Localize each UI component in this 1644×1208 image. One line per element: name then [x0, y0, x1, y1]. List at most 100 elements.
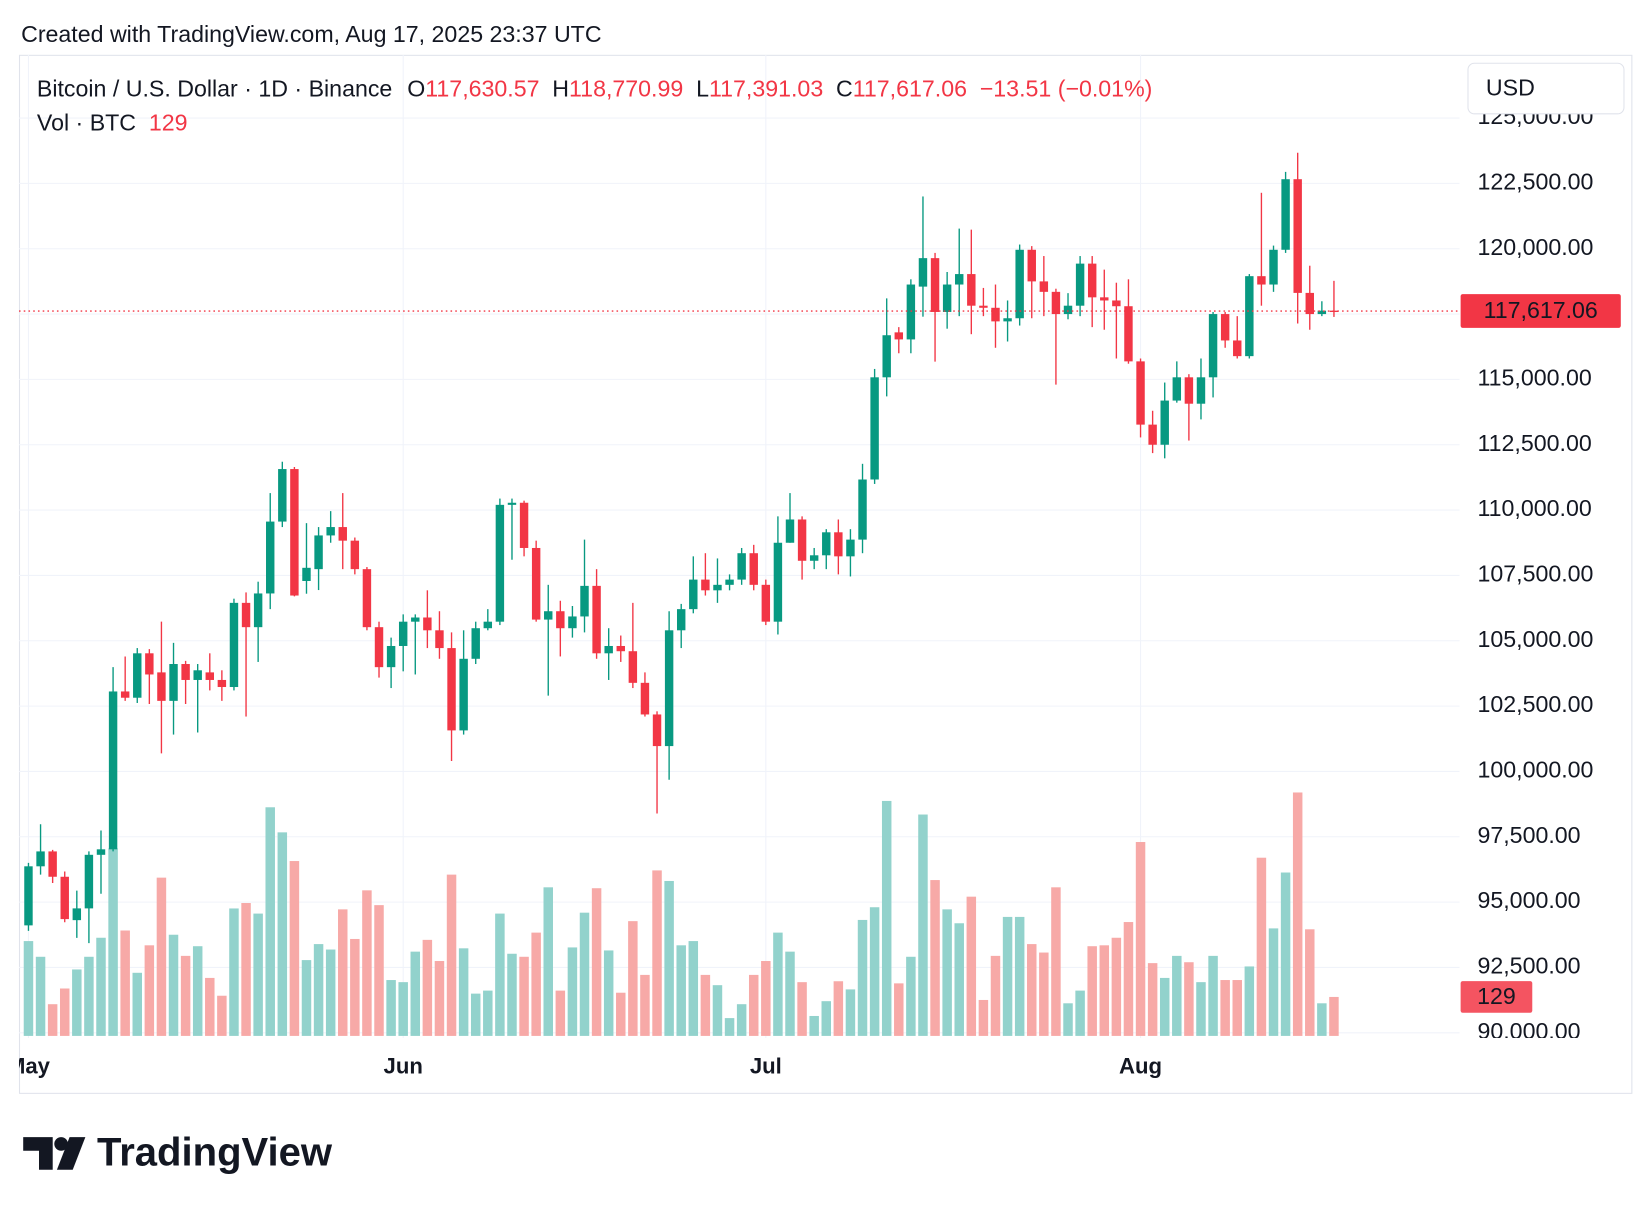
volume-bar: [990, 955, 1001, 1036]
volume-bar: [1256, 857, 1267, 1036]
currency-label[interactable]: USD: [1486, 75, 1535, 101]
candle-body: [205, 672, 215, 680]
candle-body: [1184, 377, 1194, 404]
candle-body: [749, 553, 758, 585]
volume-bar: [894, 983, 904, 1036]
currency-button[interactable]: [1467, 62, 1625, 115]
volume-bar: [362, 890, 372, 1036]
candle-body: [1317, 310, 1327, 315]
candle-body: [785, 519, 795, 543]
y-tick-label: 115,000.00: [1477, 365, 1591, 391]
volume-bar: [833, 981, 844, 1036]
candle-body: [592, 585, 601, 654]
candle-body: [350, 540, 360, 570]
volume-bar: [1244, 966, 1255, 1036]
volume-bar: [954, 923, 964, 1036]
candle-body: [1293, 179, 1302, 293]
candle-body: [822, 532, 831, 556]
y-tick-label: 102,500.00: [1477, 691, 1593, 717]
y-tick-label: 90,000.00: [1477, 1018, 1580, 1044]
volume-bar: [1147, 963, 1158, 1036]
price-tag-label: 117,617.06: [1484, 297, 1598, 323]
candle-body: [326, 527, 335, 536]
volume-bar: [386, 980, 396, 1036]
volume-bar: [325, 949, 336, 1036]
candle-body: [1087, 263, 1097, 298]
volume-bar: [144, 945, 155, 1036]
candle-body: [36, 851, 45, 867]
candle-body: [1172, 377, 1182, 401]
y-tick-label: 97,500.00: [1477, 822, 1580, 848]
volume-bar: [1014, 916, 1025, 1036]
candle-body: [640, 682, 650, 715]
volume-bar: [1184, 962, 1194, 1036]
volume-bar: [1111, 937, 1122, 1036]
volume-bar: [1135, 842, 1146, 1036]
volume-bar: [1232, 980, 1242, 1036]
grid: [18, 54, 1460, 1039]
candle-body: [1257, 276, 1266, 285]
volume-bar: [458, 948, 469, 1036]
volume-bar: [555, 990, 566, 1036]
ohlc-key: O: [407, 76, 425, 102]
candle-body: [882, 335, 891, 378]
volume-bar: [313, 944, 324, 1036]
candle-body: [459, 658, 468, 731]
volume-bar: [241, 903, 251, 1036]
tags: 117,617.06 129: [18, 294, 1621, 1013]
volume-bar: [652, 870, 662, 1036]
candle-body: [1124, 306, 1133, 362]
candle-body: [1208, 314, 1218, 378]
logo-mark: [56, 1137, 86, 1170]
volume-bar: [700, 974, 711, 1036]
candle-body: [519, 502, 529, 548]
ohlc-value: 118,770.99: [569, 76, 683, 102]
price-axis: 90,000.00 92,500.00 95,000.00 97,500.00 100,…: [1477, 103, 1593, 1044]
candle-body: [797, 519, 807, 561]
candle-body: [157, 672, 166, 701]
chart-frame: [18, 54, 1633, 1094]
candle-body: [870, 377, 879, 480]
volume-bar: [1172, 955, 1182, 1036]
volume-bar: [930, 880, 940, 1036]
volume-bar: [59, 988, 70, 1036]
watermark: TradingView: [97, 1131, 333, 1175]
volume-bar: [857, 919, 868, 1036]
legend: Bitcoin / U.S. Dollar · 1D · Binance O11…: [37, 76, 1153, 102]
volume-bar: [664, 880, 674, 1036]
candle-body: [628, 651, 638, 683]
candle-body: [217, 679, 227, 688]
candle-body: [1063, 305, 1073, 315]
volume-bar: [132, 972, 143, 1036]
candle-body: [84, 854, 94, 909]
candle-body: [145, 653, 154, 675]
volume-bar: [350, 938, 360, 1036]
volume-bar: [1317, 1003, 1327, 1036]
candle-body: [302, 567, 311, 581]
candle-body: [1220, 314, 1230, 341]
volume-bar: [507, 953, 517, 1036]
volume-bar: [84, 956, 94, 1036]
candle-body: [290, 469, 299, 596]
volume-bar: [1196, 982, 1206, 1036]
volume-bar: [217, 995, 227, 1036]
volume-bar: [616, 992, 626, 1036]
logo: TradingView: [23, 1131, 333, 1175]
volume-bar: [845, 989, 856, 1036]
candle-body: [930, 258, 940, 312]
candle-body: [266, 521, 275, 594]
candle-body: [556, 611, 565, 629]
volume-bar: [640, 974, 650, 1036]
volume-bar: [761, 961, 771, 1036]
volume-bar: [736, 1004, 747, 1036]
candle-body: [580, 585, 589, 617]
y-tick-label: 122,500.00: [1477, 169, 1593, 195]
logo-mark: [23, 1137, 53, 1170]
volume-bar: [1280, 872, 1291, 1036]
volume-bar: [398, 982, 408, 1036]
volume-tag: [1460, 981, 1533, 1013]
candle-body: [809, 555, 819, 561]
volume-bar: [72, 969, 82, 1036]
volume-bar: [966, 896, 977, 1036]
